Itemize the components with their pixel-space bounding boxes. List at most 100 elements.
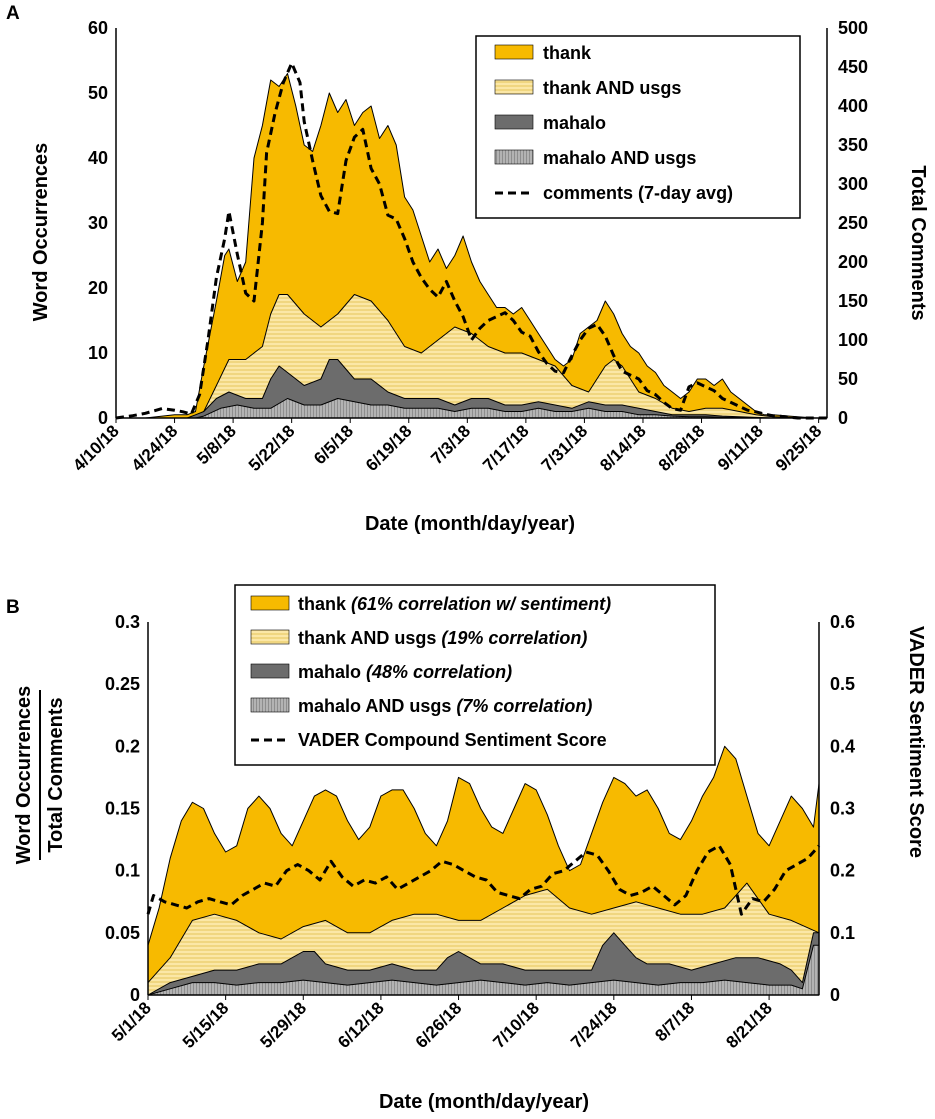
panel-b-y-label-denominator: Total Comments [45, 697, 67, 852]
panel-b-chart: B 0 0.05 0.1 0.15 0.2 0.25 0.3 0 0.1 0.2 0.3 0.4 0.… [6, 584, 927, 1113]
legend-a-mahalo-usgs-swatch [494, 149, 534, 165]
panel-a-y2-tick-label: 150 [838, 291, 868, 311]
legend-a-comments-label: comments (7-day avg) [543, 183, 733, 203]
panel-b-y2-tick-label: 0.3 [830, 799, 855, 819]
panel-a-y2-label: Total Comments [907, 165, 929, 320]
panel-b-area-mahalo [147, 932, 820, 996]
panel-a-y-tick-label: 0 [98, 408, 108, 428]
panel-b-y-tick-label: 0.15 [105, 799, 140, 819]
svg-text:mahalo AND usgs (7% correlatio: mahalo AND usgs (7% correlation) [298, 696, 592, 716]
legend-b-thank-usgs: thank AND usgs (19% correlation) [250, 628, 587, 648]
legend-b-thank-usgs-swatch [250, 629, 290, 645]
panel-b-x-label: Date (month/day/year) [379, 1091, 589, 1113]
panel-a-y-tick-label: 60 [88, 18, 108, 38]
panel-b-legend: thank (61% correlation w/ sentiment) tha… [234, 584, 716, 766]
panel-b-y2-tick-label: 0.4 [830, 736, 855, 756]
panel-a-axes [115, 28, 828, 419]
panel-b-x-tick-label: 6/26/18 [412, 998, 466, 1052]
panel-b-x-tick-label: 5/29/18 [257, 998, 311, 1052]
panel-a-x-tick-label: 4/24/18 [128, 421, 182, 475]
panel-b-x-ticks: 5/1/18 5/15/18 5/29/18 6/12/18 6/26/18 7/10/1… [108, 995, 776, 1052]
legend-b-mahalo-usgs-corr: (7% correlation) [456, 696, 592, 716]
panel-b-y-tick-label: 0 [130, 985, 140, 1005]
panel-b-y-tick-label: 0.25 [105, 674, 140, 694]
panel-a-x-ticks: 4/10/18 4/24/18 5/8/18 5/22/18 6/5/18 6/19/18… [69, 418, 825, 475]
panel-a-x-tick-label: 7/17/18 [479, 421, 533, 475]
panel-a-x-tick-label: 7/31/18 [538, 421, 592, 475]
panel-a-line-comments-7-day-avg [115, 61, 827, 420]
legend-a-mahalo-label: mahalo [543, 113, 606, 133]
panel-a-x-tick-label: 9/11/18 [714, 421, 767, 474]
panel-b-y2-tick-label: 0.6 [830, 612, 855, 632]
panel-a-y-tick-label: 20 [88, 278, 108, 298]
legend-b-mahalo-swatch [250, 663, 290, 679]
panel-a-y2-tick-label: 400 [838, 96, 868, 116]
panel-b-left-ticks: 0 0.05 0.1 0.15 0.2 0.25 0.3 [105, 612, 140, 1005]
panel-b-letter: B [6, 597, 20, 618]
panel-a-y2-tick-label: 50 [838, 369, 858, 389]
panel-a-legend: thank thank AND usgs mahalo mahalo AND u… [475, 35, 801, 219]
panel-b-right-ticks: 0 0.1 0.2 0.3 0.4 0.5 0.6 [830, 612, 855, 1005]
legend-a-mahalo: mahalo [494, 113, 606, 133]
panel-a-y-label: Word Occurrences [30, 143, 52, 322]
panel-a-chart: A 0 10 20 30 40 50 60 0 50 100 150 200 250 300 350 400… [6, 3, 929, 535]
panel-a-areas [115, 73, 828, 419]
panel-a-x-tick-label: 7/3/18 [427, 421, 474, 468]
panel-a-y2-tick-label: 500 [838, 18, 868, 38]
panel-b-x-tick-label: 7/10/18 [489, 998, 543, 1052]
legend-b-thank-label: thank [298, 594, 351, 614]
panel-a-x-tick-label: 6/19/18 [362, 421, 416, 475]
panel-b-x-tick-label: 5/1/18 [108, 998, 155, 1045]
panel-a-y2-tick-label: 0 [838, 408, 848, 428]
panel-a-area-mahalo-and-usgs [115, 398, 828, 419]
panel-a-y2-tick-label: 450 [838, 57, 868, 77]
legend-b-mahalo-label: mahalo [298, 662, 366, 682]
legend-b-mahalo-corr: (48% correlation) [366, 662, 512, 682]
legend-a-comments: comments (7-day avg) [495, 183, 733, 203]
legend-a-thank-swatch [494, 44, 534, 60]
panel-b-axes [147, 622, 820, 996]
panel-a-comments-line [115, 61, 827, 420]
panel-a-letter: A [6, 3, 20, 24]
panel-b-x-tick-label: 8/7/18 [651, 998, 698, 1045]
panel-a-y-tick-label: 30 [88, 213, 108, 233]
panel-b-y-tick-label: 0.1 [115, 861, 140, 881]
svg-text:mahalo (48% correlation): mahalo (48% correlation) [298, 662, 512, 682]
panel-a-y-tick-label: 50 [88, 83, 108, 103]
panel-b-area-mahalo-and-usgs [147, 944, 820, 996]
legend-a-thank-usgs-label: thank AND usgs [543, 78, 681, 98]
legend-a-mahalo-usgs: mahalo AND usgs [494, 148, 696, 168]
panel-a-y2-tick-label: 250 [838, 213, 868, 233]
panel-a-y-tick-label: 40 [88, 148, 108, 168]
legend-b-mahalo-usgs-label: mahalo AND usgs [298, 696, 456, 716]
panel-b-y2-tick-label: 0.2 [830, 861, 855, 881]
panel-b-y2-tick-label: 0.1 [830, 923, 855, 943]
panel-a-x-label: Date (month/day/year) [365, 513, 575, 535]
legend-b-sentiment-label: VADER Compound Sentiment Score [298, 730, 607, 750]
legend-a-thank-usgs-swatch [494, 79, 534, 95]
panel-b-y-tick-label: 0.3 [115, 612, 140, 632]
legend-a-thank-usgs: thank AND usgs [494, 78, 681, 98]
panel-b-sentiment-line [146, 844, 821, 916]
legend-b-thank-corr: (61% correlation w/ sentiment) [351, 594, 611, 614]
panel-a-left-ticks: 0 10 20 30 40 50 60 [88, 18, 108, 428]
panel-a-x-tick-label: 5/8/18 [193, 421, 240, 468]
svg-text:thank AND usgs (19% correlatio: thank AND usgs (19% correlation) [298, 628, 587, 648]
panel-b-line-vader-compound-sentiment-score [146, 844, 821, 916]
legend-a-mahalo-usgs-label: mahalo AND usgs [543, 148, 696, 168]
panel-a-y2-tick-label: 200 [838, 252, 868, 272]
panel-a-right-ticks: 0 50 100 150 200 250 300 350 400 450 500 [838, 18, 868, 428]
legend-b-thank-usgs-corr: (19% correlation) [441, 628, 587, 648]
panel-b-y2-label: VADER Sentiment Score [905, 626, 927, 858]
panel-a-x-tick-label: 8/14/18 [596, 421, 650, 475]
panel-b-y2-tick-label: 0 [830, 985, 840, 1005]
panel-a-y2-tick-label: 300 [838, 174, 868, 194]
panel-b-x-tick-label: 7/24/18 [567, 998, 621, 1052]
legend-b-mahalo-usgs-swatch [250, 697, 290, 713]
panel-b-x-tick-label: 8/21/18 [722, 998, 776, 1052]
panel-a-y-tick-label: 10 [88, 343, 108, 363]
legend-b-mahalo: mahalo (48% correlation) [250, 662, 512, 682]
panel-a-x-tick-label: 4/10/18 [69, 421, 123, 475]
panel-b-y-tick-label: 0.05 [105, 923, 140, 943]
